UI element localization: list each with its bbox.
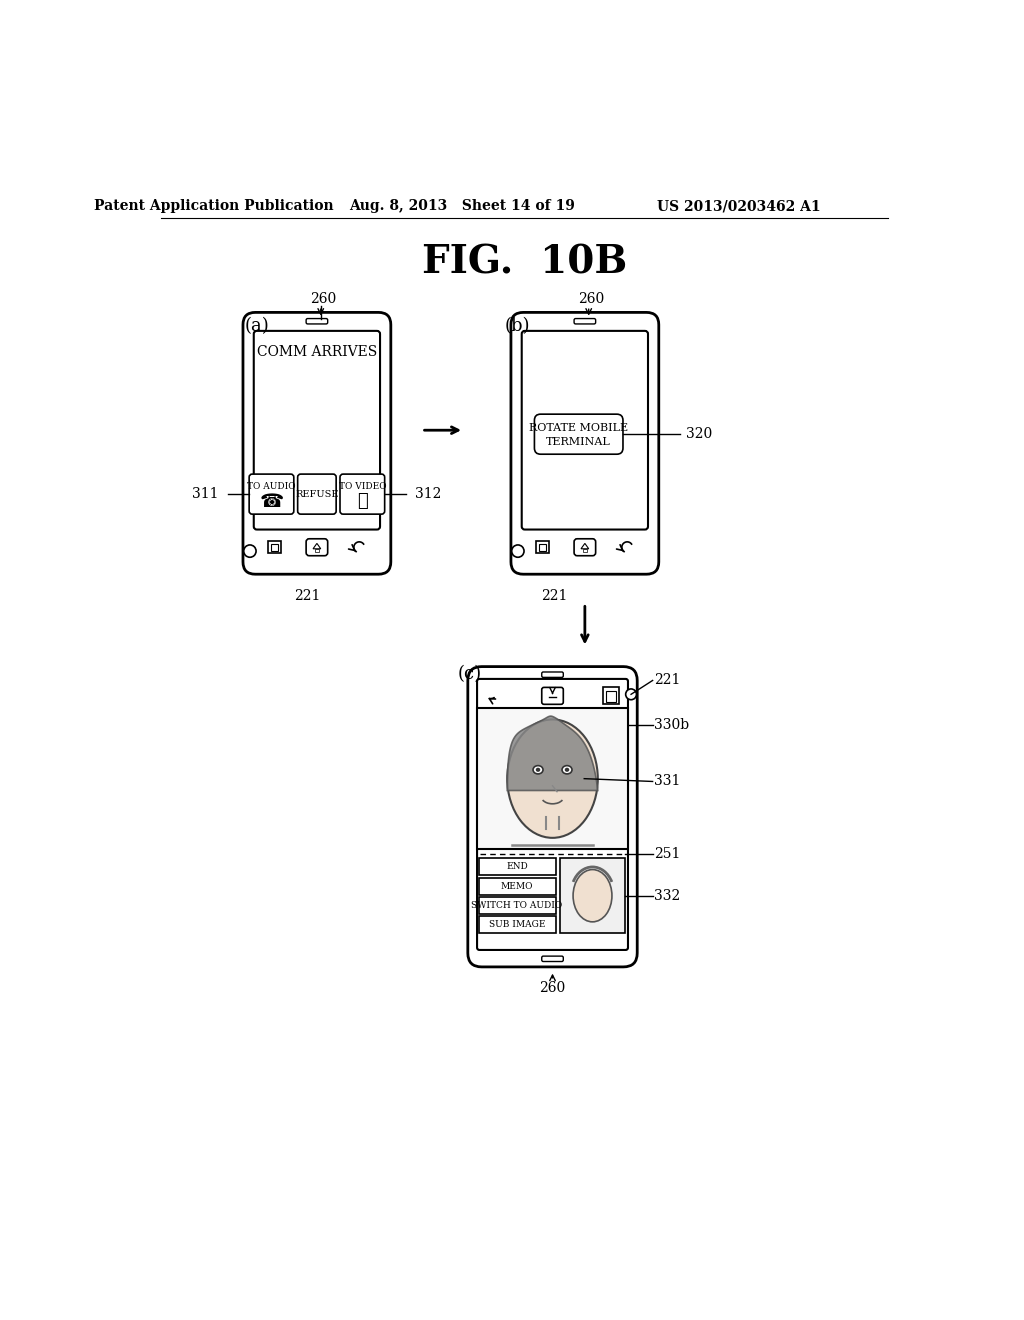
Ellipse shape: [565, 768, 569, 772]
Ellipse shape: [536, 768, 541, 772]
Text: 330b: 330b: [654, 718, 689, 733]
Text: (c): (c): [458, 665, 481, 684]
FancyBboxPatch shape: [542, 672, 563, 677]
Text: 260: 260: [540, 982, 565, 995]
Circle shape: [626, 689, 637, 700]
Text: US 2013/0203462 A1: US 2013/0203462 A1: [657, 199, 820, 213]
FancyBboxPatch shape: [539, 544, 546, 550]
Text: 👤: 👤: [357, 492, 368, 510]
FancyBboxPatch shape: [574, 539, 596, 556]
Text: (a): (a): [245, 317, 269, 335]
Text: MEMO: MEMO: [501, 882, 534, 891]
Text: ROTATE MOBILE: ROTATE MOBILE: [529, 422, 629, 433]
Bar: [315, 549, 318, 552]
FancyBboxPatch shape: [542, 688, 563, 705]
Text: SWITCH TO AUDIO: SWITCH TO AUDIO: [471, 900, 562, 909]
FancyBboxPatch shape: [542, 956, 563, 961]
Text: 221: 221: [541, 589, 567, 603]
Text: 221: 221: [654, 673, 681, 688]
Text: COMM ARRIVES: COMM ARRIVES: [257, 346, 377, 359]
Ellipse shape: [534, 766, 543, 774]
FancyBboxPatch shape: [477, 678, 628, 950]
FancyBboxPatch shape: [340, 474, 385, 515]
FancyBboxPatch shape: [468, 667, 637, 966]
FancyBboxPatch shape: [306, 539, 328, 556]
FancyBboxPatch shape: [478, 896, 555, 913]
FancyBboxPatch shape: [478, 858, 555, 875]
FancyBboxPatch shape: [560, 858, 625, 933]
FancyBboxPatch shape: [574, 318, 596, 323]
Text: 320: 320: [686, 428, 712, 441]
Text: 260: 260: [310, 292, 336, 305]
FancyBboxPatch shape: [254, 331, 380, 529]
Text: 332: 332: [654, 888, 680, 903]
Polygon shape: [507, 717, 598, 791]
Text: Aug. 8, 2013   Sheet 14 of 19: Aug. 8, 2013 Sheet 14 of 19: [349, 199, 574, 213]
Text: REFUSE: REFUSE: [295, 490, 339, 499]
Text: FIG.  10B: FIG. 10B: [422, 243, 628, 281]
Text: TERMINAL: TERMINAL: [547, 437, 611, 447]
Circle shape: [512, 545, 524, 557]
Text: 251: 251: [654, 846, 681, 861]
Ellipse shape: [573, 870, 612, 921]
Text: TO AUDIO: TO AUDIO: [247, 482, 296, 491]
Bar: [583, 549, 587, 552]
Text: 312: 312: [416, 487, 441, 502]
Text: TO VIDEO: TO VIDEO: [339, 482, 386, 491]
FancyBboxPatch shape: [603, 688, 618, 705]
FancyBboxPatch shape: [298, 474, 336, 515]
Text: SUB IMAGE: SUB IMAGE: [488, 920, 546, 929]
Text: 331: 331: [654, 775, 681, 788]
Text: END: END: [506, 862, 528, 871]
Text: ☎: ☎: [259, 491, 284, 511]
Text: Patent Application Publication: Patent Application Publication: [94, 199, 334, 213]
FancyBboxPatch shape: [249, 474, 294, 515]
Text: (b): (b): [505, 317, 529, 335]
FancyBboxPatch shape: [537, 541, 549, 553]
FancyBboxPatch shape: [306, 318, 328, 323]
FancyBboxPatch shape: [535, 414, 623, 454]
Ellipse shape: [507, 719, 598, 838]
FancyBboxPatch shape: [477, 708, 628, 849]
Text: 221: 221: [295, 589, 321, 603]
FancyBboxPatch shape: [243, 313, 391, 574]
Ellipse shape: [562, 766, 572, 774]
FancyBboxPatch shape: [271, 544, 278, 550]
Circle shape: [244, 545, 256, 557]
Text: 260: 260: [578, 292, 604, 305]
FancyBboxPatch shape: [511, 313, 658, 574]
Text: 311: 311: [191, 487, 218, 502]
FancyBboxPatch shape: [605, 692, 616, 702]
FancyBboxPatch shape: [478, 916, 555, 933]
FancyBboxPatch shape: [478, 878, 555, 895]
FancyBboxPatch shape: [268, 541, 281, 553]
FancyBboxPatch shape: [521, 331, 648, 529]
